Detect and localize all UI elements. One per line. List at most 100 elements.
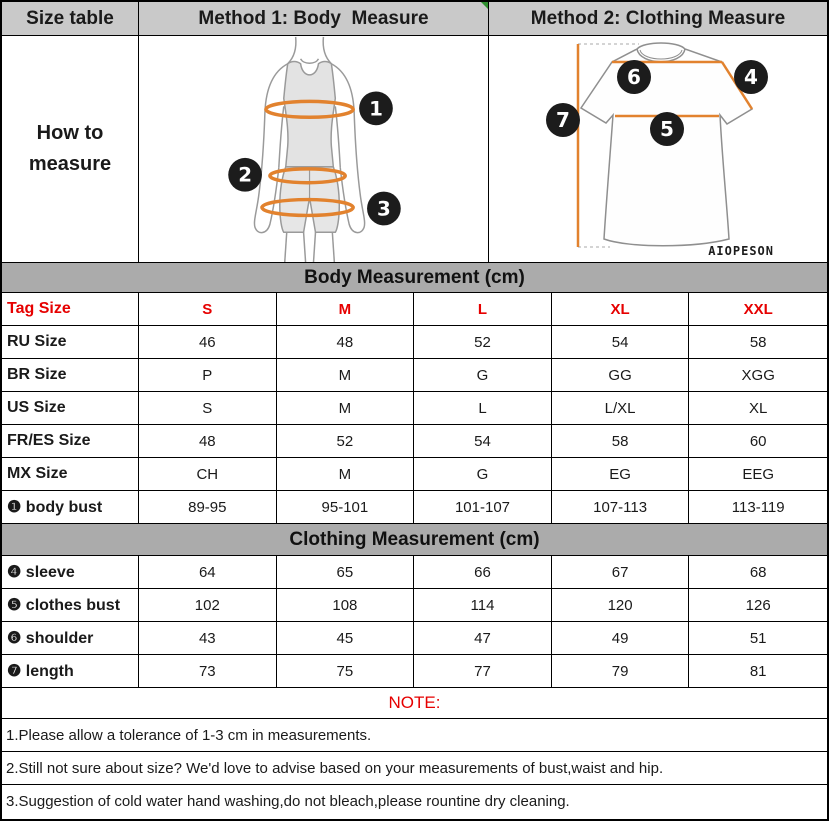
note-item-3: 3.Suggestion of cold water hand washing,… — [2, 785, 827, 818]
cell-value: 120 — [552, 589, 690, 621]
table-row-clothes-bust: ❺ clothes bust 102 108 114 120 126 — [2, 589, 827, 622]
cell-value: M — [277, 359, 415, 391]
cell-value: 52 — [414, 326, 552, 358]
cell-value: 47 — [414, 622, 552, 654]
table-row-ru-size: RU Size 46 48 52 54 58 — [2, 326, 827, 359]
cell-value: 52 — [277, 425, 415, 457]
table-row-br-size: BR Size P M G GG XGG — [2, 359, 827, 392]
cell-value: 54 — [552, 326, 690, 358]
top-header-row: Size table Method 1: Body Measure Method… — [2, 2, 827, 36]
body-measure-illustration: 1 2 3 — [139, 36, 489, 262]
cell-value: 77 — [414, 655, 552, 687]
cell-value: 89-95 — [139, 491, 277, 523]
note-item-2: 2.Still not sure about size? We'd love t… — [2, 752, 827, 785]
size-col-xxl: XXL — [743, 300, 773, 318]
table-row-fres-size: FR/ES Size 48 52 54 58 60 — [2, 425, 827, 458]
cell-value: 95-101 — [277, 491, 415, 523]
row-label: RU Size — [2, 326, 139, 358]
note-item-1: 1.Please allow a tolerance of 1-3 cm in … — [2, 719, 827, 752]
size-col-m: M — [277, 293, 415, 325]
brand-watermark: AIOPESON — [708, 244, 774, 258]
cell-value: 75 — [277, 655, 415, 687]
cell-value: 79 — [552, 655, 690, 687]
cell-value: GG — [552, 359, 690, 391]
method1-header: Method 1: Body Measure — [139, 2, 489, 35]
cell-value: CH — [139, 458, 277, 490]
size-col-l: L — [414, 293, 552, 325]
clothing-measurement-band: Clothing Measurement (cm) — [2, 524, 827, 556]
marker-5-icon: 5 — [660, 117, 674, 141]
cell-value: 58 — [552, 425, 690, 457]
cell-value: 81 — [749, 662, 767, 680]
marker-3-icon: 3 — [377, 197, 391, 220]
method1-header-label: Method 1: Body Measure — [198, 7, 429, 29]
cell-value: XGG — [741, 366, 775, 384]
row-label: ❻ shoulder — [2, 622, 139, 654]
table-row-mx-size: MX Size CH M G EG EEG — [2, 458, 827, 491]
cell-value: 73 — [139, 655, 277, 687]
marker-4-icon: 4 — [744, 65, 758, 89]
cell-value: 46 — [139, 326, 277, 358]
body-marker-badges: 1 2 3 — [228, 91, 401, 226]
cell-value: EEG — [742, 465, 775, 483]
tag-size-row: Tag Size S M L XL XXL — [2, 293, 827, 326]
cell-value: 113-119 — [731, 498, 785, 516]
clothing-measure-illustration: 6 4 7 5 AIOPESON — [489, 36, 827, 262]
cell-value: S — [139, 392, 277, 424]
marker-7-icon: 7 — [556, 108, 570, 132]
row-label: US Size — [2, 392, 139, 424]
cell-value: 45 — [277, 622, 415, 654]
row-label: MX Size — [2, 458, 139, 490]
green-corner-marker-icon — [481, 2, 488, 9]
cell-value: 64 — [139, 556, 277, 588]
cell-value: 126 — [745, 596, 771, 614]
body-figure-drawing: 1 2 3 — [228, 36, 401, 262]
row-label: ❺ clothes bust — [2, 589, 139, 621]
cell-value: 108 — [277, 589, 415, 621]
cell-value: EG — [552, 458, 690, 490]
marker-1-icon: 1 — [369, 97, 383, 120]
method2-header: Method 2: Clothing Measure — [530, 7, 786, 29]
how-to-measure-label: How to measure — [2, 36, 139, 262]
cell-value: L — [414, 392, 552, 424]
cell-value: 102 — [139, 589, 277, 621]
size-col-s: S — [139, 293, 277, 325]
cell-value: L/XL — [552, 392, 690, 424]
cell-value: M — [277, 458, 415, 490]
cell-value: 48 — [139, 425, 277, 457]
row-label: BR Size — [2, 359, 139, 391]
cell-value: XL — [749, 399, 768, 417]
table-row-body-bust: ❶ body bust 89-95 95-101 101-107 107-113… — [2, 491, 827, 524]
cell-value: 58 — [749, 333, 767, 351]
cell-value: 114 — [414, 589, 552, 621]
cell-value: 65 — [277, 556, 415, 588]
illustration-row: How to measure — [2, 36, 827, 263]
shirt-marker-badges: 6 4 7 5 — [546, 60, 768, 146]
table-row-length: ❼ length 73 75 77 79 81 — [2, 655, 827, 688]
cell-value: 66 — [414, 556, 552, 588]
marker-6-icon: 6 — [627, 65, 641, 89]
body-measurement-band: Body Measurement (cm) — [2, 263, 827, 293]
tag-size-label: Tag Size — [2, 293, 139, 325]
marker-2-icon: 2 — [238, 164, 252, 187]
note-title: NOTE: — [2, 688, 827, 719]
tank-top-shape — [283, 60, 337, 168]
cell-value: 51 — [749, 629, 767, 647]
cell-value: 101-107 — [414, 491, 552, 523]
table-row-us-size: US Size S M L L/XL XL — [2, 392, 827, 425]
row-label: ❶ body bust — [2, 491, 139, 523]
size-col-xl: XL — [552, 293, 690, 325]
cell-value: 49 — [552, 622, 690, 654]
cell-value: 68 — [749, 563, 767, 581]
row-label: FR/ES Size — [2, 425, 139, 457]
size-table-header: Size table — [2, 2, 139, 35]
cell-value: 48 — [277, 326, 415, 358]
tshirt-drawing: 6 4 7 5 AIOPESON — [546, 42, 774, 258]
row-label: ❹ sleeve — [2, 556, 139, 588]
table-row-shoulder: ❻ shoulder 43 45 47 49 51 — [2, 622, 827, 655]
table-row-sleeve: ❹ sleeve 64 65 66 67 68 — [2, 556, 827, 589]
measure-tape-lines — [260, 99, 355, 218]
cell-value: G — [414, 359, 552, 391]
cell-value: M — [277, 392, 415, 424]
cell-value: 60 — [749, 432, 767, 450]
